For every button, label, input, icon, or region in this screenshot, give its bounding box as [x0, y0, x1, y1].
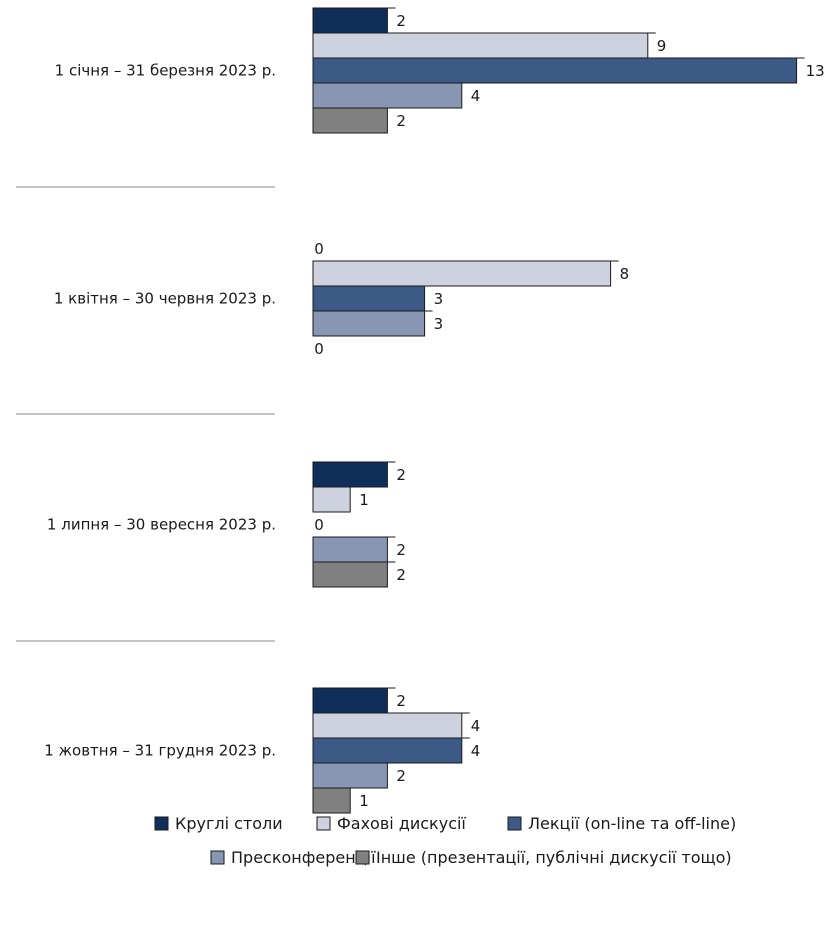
legend-item: Круглі столи — [154, 814, 283, 833]
bar — [312, 762, 388, 789]
bar — [312, 536, 388, 563]
category-label: 1 квітня – 30 червня 2023 р. — [54, 290, 276, 308]
legend-label: Лекції (on-line та off-line) — [528, 814, 736, 833]
bar-group: 1 квітня – 30 червня 2023 р. 0 8 3 3 0 — [54, 240, 629, 358]
bar — [312, 285, 426, 312]
bar — [312, 461, 388, 488]
bar — [312, 260, 612, 287]
value-label: 4 — [471, 87, 481, 105]
legend-swatch — [210, 850, 225, 865]
bar — [312, 107, 388, 134]
value-label: 2 — [396, 112, 406, 130]
category-label: 1 липня – 30 вересня 2023 р. — [47, 516, 276, 534]
bar-group: 1 січня – 31 березня 2023 р. 2 9 13 4 2 — [55, 7, 825, 134]
bar — [312, 310, 426, 337]
bar-group: 1 липня – 30 вересня 2023 р. 2 1 0 2 2 — [47, 461, 406, 588]
legend-item: Фахові дискусії — [316, 814, 466, 833]
legend-label: Інше (презентації, публічні дискусії тощ… — [376, 848, 732, 867]
bar — [312, 32, 649, 59]
legend-label: Пресконференції — [231, 848, 376, 867]
value-label: 2 — [396, 12, 406, 30]
value-label: 13 — [806, 62, 825, 80]
legend-item: Пресконференції — [210, 848, 376, 867]
value-label: 0 — [314, 516, 324, 534]
bar — [312, 561, 388, 588]
chart-legend: Круглі столи Фахові дискусії Лекції (on-li… — [154, 814, 736, 867]
category-label: 1 жовтня – 31 грудня 2023 р. — [44, 742, 276, 760]
value-label: 0 — [314, 340, 324, 358]
value-label: 1 — [359, 792, 369, 810]
value-label: 9 — [657, 37, 667, 55]
category-label: 1 січня – 31 березня 2023 р. — [55, 62, 276, 80]
legend-swatch — [507, 816, 522, 831]
value-label: 3 — [434, 290, 444, 308]
value-label: 1 — [359, 491, 369, 509]
legend-item: Лекції (on-line та off-line) — [507, 814, 736, 833]
legend-label: Фахові дискусії — [337, 814, 466, 833]
legend-item: Інше (презентації, публічні дискусії тощ… — [355, 848, 732, 867]
value-label: 2 — [396, 692, 406, 710]
value-label: 0 — [314, 240, 324, 258]
value-label: 2 — [396, 767, 406, 785]
legend-swatch — [316, 816, 331, 831]
value-label: 3 — [434, 315, 444, 333]
value-label: 4 — [471, 717, 481, 735]
bar — [312, 787, 351, 814]
value-label: 2 — [396, 566, 406, 584]
legend-swatch — [355, 850, 370, 865]
bar-group: 1 жовтня – 31 грудня 2023 р. 2 4 4 2 1 — [44, 687, 481, 814]
bar — [312, 486, 351, 513]
legend-swatch — [154, 816, 169, 831]
bar — [312, 57, 798, 84]
legend-label: Круглі столи — [175, 814, 283, 833]
value-label: 8 — [620, 265, 630, 283]
bar — [312, 687, 388, 714]
value-label: 2 — [396, 541, 406, 559]
bar — [312, 712, 463, 739]
value-label: 4 — [471, 742, 481, 760]
bar — [312, 737, 463, 764]
bar — [312, 82, 463, 109]
bar — [312, 7, 388, 34]
value-label: 2 — [396, 466, 406, 484]
